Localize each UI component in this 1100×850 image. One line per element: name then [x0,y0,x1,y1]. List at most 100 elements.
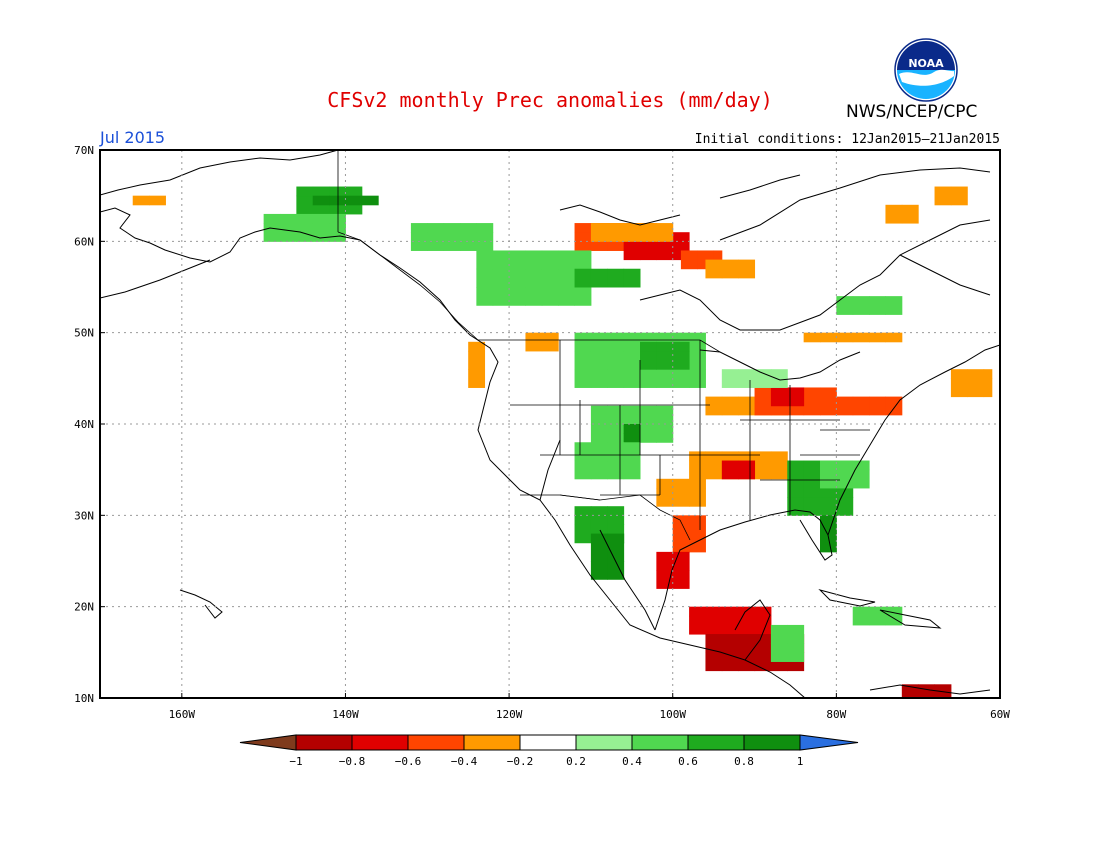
anomaly-cell [312,213,330,224]
anomaly-cell [623,332,641,352]
anomaly-cell [345,195,363,206]
anomaly-cell [787,387,805,407]
anomaly-cell [607,561,625,580]
anomaly-cell [901,204,919,224]
anomaly-cell [803,460,821,480]
anomaly-cell [754,615,772,635]
anomaly-cell [590,442,608,462]
valid-month-label: Jul 2015 [100,128,166,147]
anomaly-cell [852,396,870,416]
anomaly-cell [738,451,756,462]
anomaly-cell [689,533,706,553]
anomaly-cell [280,223,297,242]
anomaly-cell [590,424,608,443]
anomaly-cell [869,296,886,315]
anomaly-cell [754,387,772,398]
anomaly-cell [983,378,993,398]
anomaly-cell [623,424,641,434]
anomaly-cell [656,369,674,388]
colorbar-tick-label: −1 [289,755,302,768]
anomaly-cell [312,195,330,206]
anomaly-cell [836,497,854,516]
anomaly-cell [721,460,739,480]
anomaly-cell [820,497,837,516]
anomaly-cell [689,478,706,489]
anomaly-cell [738,369,756,388]
anomaly-cell [950,378,968,398]
colorbar-swatch [295,734,353,751]
anomaly-cell [705,615,723,635]
anomaly-cell [607,350,625,370]
colorbar-tick-label: 0.4 [622,755,642,768]
anomaly-cell [296,195,314,215]
anomaly-cell [574,524,592,544]
anomaly-cell [672,515,690,535]
latitude-label: 50N [74,327,94,340]
anomaly-cell [623,460,641,480]
colorbar-swatch [351,734,409,751]
longitude-labels: 160W 140W 120W 100W 80W 60W [169,693,1010,721]
anomaly-cell [541,287,559,306]
anomaly-cell [787,624,805,644]
anomaly-cell [541,250,559,270]
anomaly-cell [836,332,854,343]
anomaly-cell [574,250,592,270]
anomaly-cell [836,469,854,489]
anomaly-cell [656,405,674,425]
anomaly-cell [492,268,510,288]
anomaly-cell [885,396,903,416]
anomaly-cell [329,195,346,206]
anomaly-cell [590,268,608,288]
anomaly-cell [705,451,723,462]
anomaly-cell [476,223,494,233]
longitude-label: 60W [990,708,1010,721]
anomaly-cell [770,369,788,388]
anomaly-cell [770,624,788,644]
anomaly-cell [509,287,526,306]
colorbar-tick-label: −0.2 [507,755,534,768]
colorbar-swatch [463,734,521,751]
anomaly-cell [590,350,608,370]
anomaly-cell [967,369,985,379]
anomaly-cell [558,287,576,306]
anomaly-cell [967,378,985,398]
anomaly-cell [852,332,870,343]
anomaly-cell [590,561,608,580]
latitude-label: 10N [74,692,94,705]
anomaly-cell [754,460,772,480]
anomaly-cell [836,460,854,471]
anomaly-cell [689,451,706,462]
anomaly-cell [836,296,854,315]
colorbar-labels: −1 −0.8 −0.6 −0.4 −0.2 0.2 0.4 0.6 0.8 1 [289,755,803,768]
anomaly-cell [623,369,641,388]
anomaly-cell [770,460,788,480]
anomaly-cell [803,497,821,516]
anomaly-cell [492,250,510,270]
anomaly-cell [721,634,739,653]
anomaly-cell [296,223,314,242]
anomaly-cell [492,287,510,306]
longitude-label: 120W [496,708,523,721]
anomaly-cell [410,223,428,233]
anomaly-cell [590,533,608,544]
anomaly-cell [689,332,706,352]
anomaly-cell [918,684,936,698]
anomaly-cell [689,369,706,388]
colorbar-tick-label: −0.4 [451,755,478,768]
anomaly-cell [869,396,886,416]
noaa-logo: NOAA [894,38,958,102]
longitude-label: 140W [332,708,359,721]
anomaly-cell [525,250,543,270]
noaa-logo-text: NOAA [908,57,944,70]
anomaly-cell [607,442,625,462]
anomaly-cell [468,350,486,370]
anomaly-cell [705,634,723,653]
colorbar-swatch [519,734,577,751]
anomaly-cell [590,460,608,480]
anomaly-cell [590,332,608,352]
anomaly-cell [623,241,641,261]
anomaly-cell [476,268,494,288]
anomaly-cell [345,186,363,197]
anomaly-cell [738,396,756,416]
